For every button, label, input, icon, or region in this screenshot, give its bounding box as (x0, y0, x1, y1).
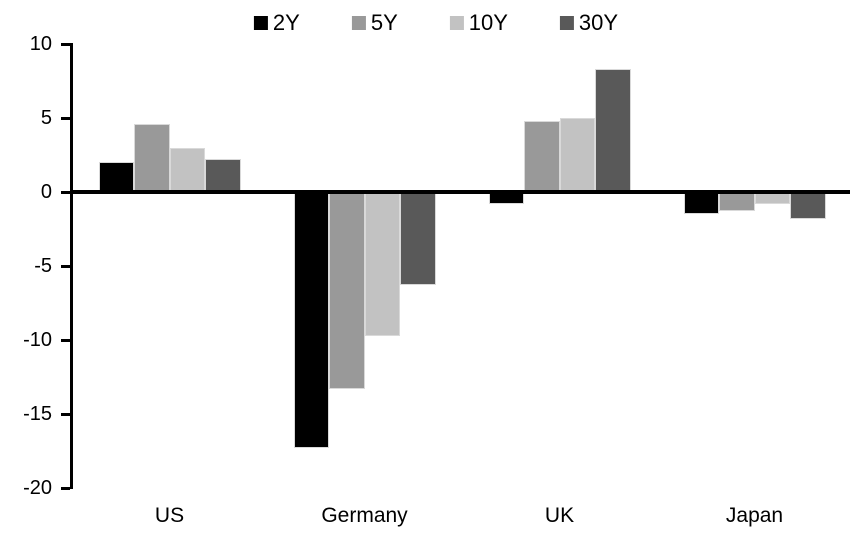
legend-item-5y: 5Y (351, 10, 398, 35)
legend-label: 5Y (370, 10, 398, 35)
y-tick-label: 0 (40, 181, 52, 203)
legend-item-10y: 10Y (449, 10, 508, 35)
legend-label: 2Y (272, 10, 300, 35)
y-tick-label: 5 (40, 107, 52, 129)
y-tick-label: -20 (23, 477, 52, 499)
x-category-label-japan: Japan (725, 504, 784, 527)
x-category-label-uk: UK (544, 504, 575, 527)
y-axis-tick (61, 190, 70, 194)
legend-swatch-30y-icon (559, 16, 574, 30)
y-axis-tick (61, 42, 70, 46)
bar-us-30y (205, 159, 241, 192)
bar-germany-10y (364, 192, 400, 336)
chart-legend: 2Y 5Y 10Y 30Y (253, 10, 619, 35)
legend-item-2y: 2Y (253, 10, 300, 35)
y-axis-tick (61, 264, 70, 268)
y-axis-tick (61, 338, 70, 342)
bar-japan-2y (683, 192, 719, 215)
bar-japan-30y (790, 192, 826, 219)
y-axis-tick (61, 116, 70, 120)
y-tick-label: 10 (29, 33, 52, 55)
bar-japan-5y (719, 192, 755, 212)
bar-germany-30y (400, 192, 436, 286)
bar-germany-5y (329, 192, 365, 389)
x-category-label-us: US (154, 504, 185, 527)
bar-us-10y (169, 147, 205, 192)
bar-germany-2y (293, 192, 329, 449)
bar-uk-30y (595, 69, 631, 192)
x-category-label-germany: Germany (321, 504, 408, 527)
legend-swatch-2y-icon (253, 16, 268, 30)
legend-swatch-10y-icon (449, 16, 464, 30)
y-axis-line (70, 43, 73, 489)
y-tick-label: -5 (34, 255, 52, 277)
y-tick-label: -15 (23, 403, 52, 425)
bar-uk-5y (524, 120, 560, 192)
y-tick-label: -10 (23, 329, 52, 351)
bar-us-5y (134, 123, 170, 192)
y-axis-tick (61, 412, 70, 416)
legend-item-30y: 30Y (559, 10, 619, 35)
legend-label: 10Y (468, 10, 508, 35)
y-axis-tick (61, 486, 70, 490)
bar-uk-10y (559, 118, 595, 192)
bar-us-2y (98, 162, 134, 192)
legend-label: 30Y (578, 10, 619, 35)
x-axis-line (70, 190, 850, 194)
legend-swatch-5y-icon (351, 16, 366, 30)
